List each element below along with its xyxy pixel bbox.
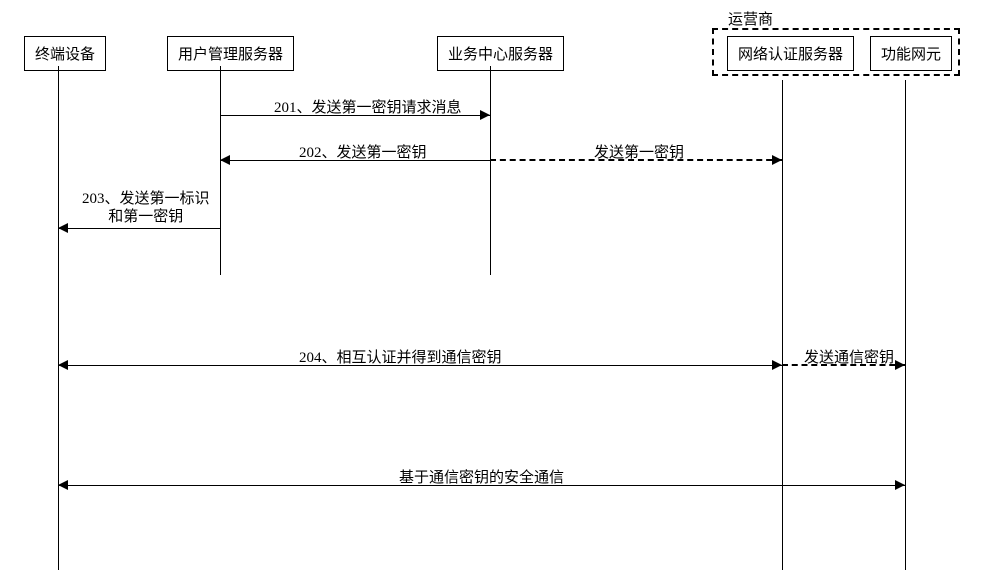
msg-secure-line [58,485,905,486]
lifeline-net-auth [782,80,783,570]
msg-secure-arrow-left [58,480,68,490]
msg-204r-arrow [895,360,905,370]
msg-204-arrow-right [772,360,782,370]
msg-203-arrow [58,223,68,233]
actor-user-mgmt: 用户管理服务器 [167,36,294,71]
msg-204r-line [782,364,905,366]
sequence-diagram: { "actors": { "terminal": { "label": "终端… [0,0,1000,585]
msg-202-label: 202、发送第一密钥 [295,141,431,162]
msg-201-label: 201、发送第一密钥请求消息 [270,96,466,117]
msg-202-line [220,160,490,161]
msg-204-line [58,365,782,366]
lifeline-terminal [58,66,59,570]
msg-201-arrow [480,110,490,120]
lifeline-user-mgmt [220,66,221,275]
msg-203-line [58,228,220,229]
actor-terminal: 终端设备 [24,36,106,71]
lifeline-func-ne [905,80,906,570]
msg-204-arrow-left [58,360,68,370]
actor-func-ne: 功能网元 [870,36,952,71]
operator-group-label: 运营商 [728,8,773,29]
msg-202-arrow [220,155,230,165]
msg-204-label: 204、相互认证并得到通信密钥 [295,346,506,367]
msg-secure-arrow-right [895,480,905,490]
msg-secure-label: 基于通信密钥的安全通信 [395,466,568,487]
actor-service-center: 业务中心服务器 [437,36,564,71]
msg-202r-line [490,159,782,161]
msg-201-line [220,115,490,116]
lifeline-service-center [490,66,491,275]
msg-202r-arrow [772,155,782,165]
actor-net-auth: 网络认证服务器 [727,36,854,71]
msg-203-label: 203、发送第一标识 和第一密钥 [78,190,214,226]
msg-203-text: 203、发送第一标识 和第一密钥 [82,191,210,225]
